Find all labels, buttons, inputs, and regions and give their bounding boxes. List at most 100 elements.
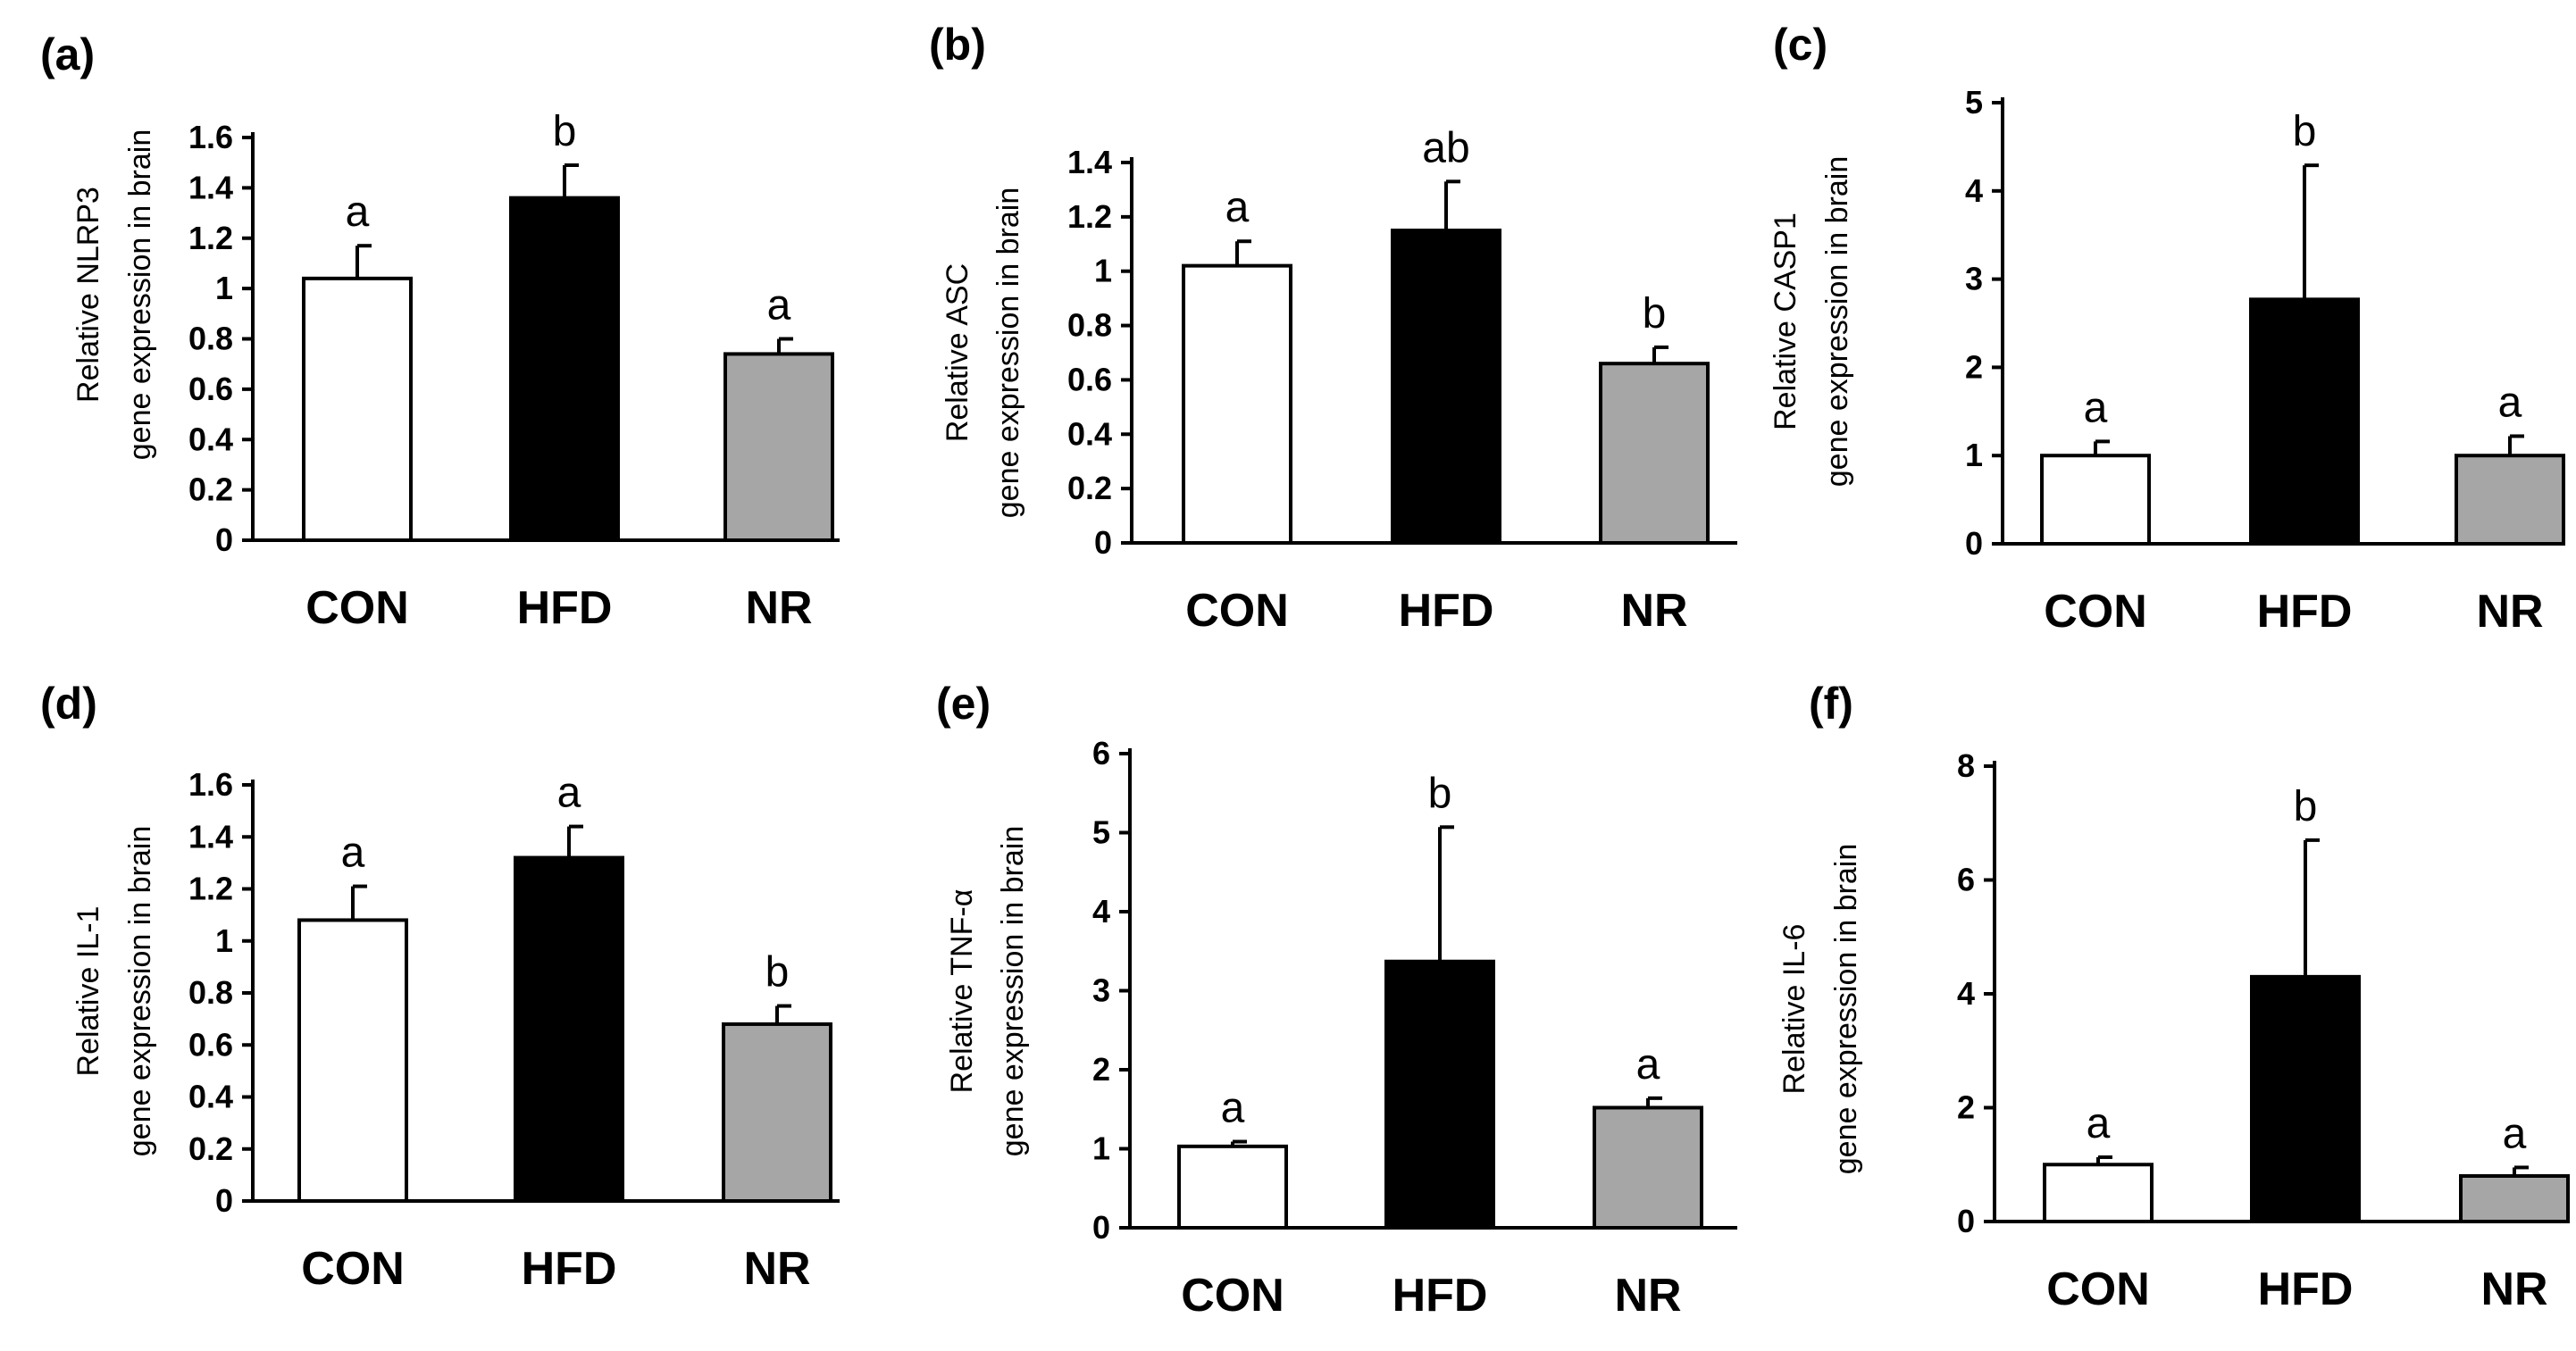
x-category-label: NR — [2476, 586, 2543, 638]
y-tick-label: 0.4 — [1067, 415, 1112, 452]
y-tick-label: 0 — [215, 1182, 233, 1219]
x-category-label: NR — [1614, 1270, 1681, 1322]
y-tick-label: 1 — [1965, 437, 1983, 473]
x-category-label: CON — [1181, 1270, 1284, 1322]
y-tick-label: 5 — [1092, 814, 1110, 851]
y-tick-label: 0.6 — [188, 371, 233, 407]
y-tick-label: 4 — [1092, 893, 1110, 930]
y-tick-label: 3 — [1965, 261, 1983, 297]
chart-panel-c: (c) Relative CASP1 gene expression in brai… — [1769, 20, 2565, 638]
significance-letter: b — [1428, 770, 1452, 817]
y-tick-label: 1.2 — [1067, 198, 1112, 235]
significance-letter: a — [767, 282, 791, 329]
y-tick-label: 0 — [1965, 525, 1983, 562]
y-tick-label: 0.2 — [188, 1130, 233, 1167]
significance-letter: a — [346, 188, 370, 236]
bar-hfd — [1391, 229, 1501, 545]
bar-hfd — [509, 196, 620, 542]
y-tick-label: 0.8 — [1067, 307, 1112, 344]
y-tick-label: 0.2 — [188, 471, 233, 508]
y-axis-title-line: gene expression in brain — [1829, 844, 1863, 1174]
bar-nr — [1593, 1105, 1703, 1230]
y-tick-label: 0.4 — [188, 1079, 233, 1115]
y-axis-title-line: gene expression in brain — [991, 188, 1025, 518]
y-tick-label: 1.2 — [188, 220, 233, 256]
significance-letter: a — [1636, 1041, 1660, 1088]
x-category-label: HFD — [1393, 1270, 1488, 1322]
x-category-label: NR — [745, 582, 812, 634]
significance-letter: a — [341, 830, 365, 877]
panel-label: (a) — [40, 29, 95, 79]
x-category-label: HFD — [2257, 586, 2353, 638]
bar-nr — [723, 352, 834, 542]
panel-label: (e) — [936, 679, 991, 729]
y-tick-label: 1.2 — [188, 871, 233, 907]
significance-letter: a — [2503, 1110, 2527, 1157]
bar-nr — [2459, 1174, 2570, 1223]
bar-nr — [722, 1022, 832, 1203]
significance-letter: ab — [1422, 124, 1469, 171]
y-tick-label: 6 — [1957, 862, 1975, 898]
y-tick-label: 0.2 — [1067, 470, 1112, 506]
bar-con — [1177, 1144, 1288, 1230]
significance-letter: b — [765, 949, 790, 997]
bar-con — [297, 918, 408, 1203]
significance-letter: a — [2087, 1100, 2111, 1147]
y-tick-label: 1 — [1094, 253, 1112, 289]
x-category-label: HFD — [2258, 1263, 2354, 1315]
x-category-label: CON — [2046, 1263, 2150, 1315]
bar-hfd — [2250, 974, 2361, 1223]
significance-letter: a — [2084, 384, 2108, 431]
y-tick-label: 0 — [1092, 1209, 1110, 1246]
x-category-label: HFD — [517, 582, 613, 634]
bar-nr — [2455, 454, 2565, 546]
y-axis-title-line: gene expression in brain — [996, 826, 1030, 1156]
y-tick-label: 1.4 — [1067, 144, 1112, 180]
bar-con — [1182, 263, 1292, 545]
chart-panel-d: (d) Relative IL-1 gene expression in brain… — [40, 679, 840, 1295]
significance-letter: a — [1221, 1085, 1245, 1132]
y-tick-label: 1.6 — [188, 766, 233, 803]
bar-con — [2040, 454, 2151, 546]
y-tick-label: 0.4 — [188, 421, 233, 457]
y-tick-label: 2 — [1092, 1051, 1110, 1088]
y-tick-label: 1 — [1092, 1130, 1110, 1167]
y-tick-label: 0.6 — [1067, 361, 1112, 397]
significance-letter: a — [557, 770, 581, 817]
y-axis-title-line: Relative NLRP3 — [71, 187, 105, 403]
bar-con — [302, 276, 413, 542]
x-category-label: CON — [301, 1243, 405, 1295]
x-category-label: HFD — [522, 1243, 617, 1295]
bar-hfd — [1384, 959, 1495, 1230]
y-tick-label: 0 — [1957, 1203, 1975, 1239]
significance-letter: a — [2498, 379, 2522, 426]
y-axis-title-line: gene expression in brain — [123, 826, 157, 1156]
significance-letter: b — [2293, 108, 2317, 155]
y-tick-label: 1.4 — [188, 818, 233, 855]
x-category-label: HFD — [1399, 585, 1494, 637]
y-axis-title-line: Relative CASP1 — [1769, 213, 1802, 430]
x-category-label: CON — [305, 582, 409, 634]
chart-panel-f: (f) Relative IL-6 gene expression in brain… — [1777, 679, 2570, 1315]
panel-label: (b) — [929, 20, 986, 70]
y-axis-title-line: Relative ASC — [941, 263, 974, 442]
significance-letter: b — [2294, 783, 2318, 830]
y-tick-label: 4 — [1957, 975, 1975, 1012]
y-tick-label: 0.8 — [188, 321, 233, 357]
y-tick-label: 6 — [1092, 735, 1110, 771]
y-axis-title-line: Relative IL-1 — [71, 906, 105, 1077]
y-tick-label: 2 — [1965, 348, 1983, 385]
x-category-label: NR — [1620, 585, 1687, 637]
chart-panel-a: (a) Relative NLRP3 gene expression in brai… — [40, 29, 840, 634]
x-category-label: NR — [743, 1243, 810, 1295]
chart-panel-b: (b) Relative ASC gene expression in brain 0… — [929, 20, 1737, 637]
y-tick-label: 0 — [1094, 524, 1112, 561]
significance-letter: b — [553, 108, 577, 155]
panel-label: (c) — [1773, 20, 1827, 70]
y-tick-label: 5 — [1965, 84, 1983, 121]
y-tick-label: 0.6 — [188, 1026, 233, 1063]
bar-con — [2043, 1163, 2154, 1223]
y-tick-label: 1.6 — [188, 119, 233, 155]
y-tick-label: 0 — [215, 521, 233, 558]
